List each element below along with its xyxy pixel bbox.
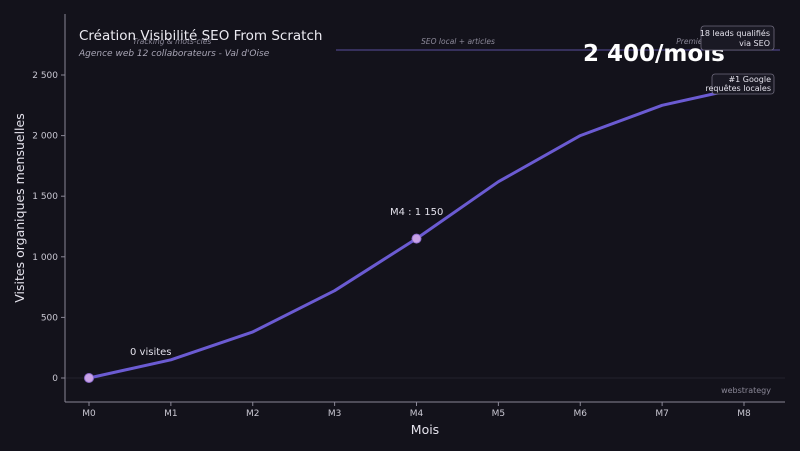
x-tick-label: M1 bbox=[164, 409, 178, 419]
google-box bbox=[711, 73, 775, 95]
y-tick-label: 1 000 bbox=[32, 253, 58, 263]
x-tick-label: M7 bbox=[655, 409, 669, 419]
x-tick-label: M6 bbox=[574, 409, 588, 419]
data-point-M4 bbox=[411, 233, 422, 244]
y-axis-ticks: 0 500 1 000 1 500 2 000 2 500 bbox=[32, 71, 65, 384]
x-tick-label: M8 bbox=[737, 409, 751, 419]
google-box-line-2: requêtes locales bbox=[705, 83, 771, 93]
phase-label-2: SEO local + articles bbox=[421, 37, 495, 46]
x-tick-label: M4 bbox=[410, 409, 424, 419]
y-axis-title: Visites organiques mensuelles bbox=[12, 113, 27, 302]
y-tick-label: 2 000 bbox=[32, 132, 58, 142]
y-tick-label: 2 500 bbox=[32, 71, 58, 81]
mid-annotation: M4 : 1 150 bbox=[390, 207, 443, 218]
x-axis-title: Mois bbox=[411, 422, 439, 437]
x-tick-label: M2 bbox=[246, 409, 260, 419]
start-annotation: 0 visites bbox=[130, 347, 172, 358]
google-box-line-1: #1 Google bbox=[728, 75, 771, 84]
y-tick-label: 1 500 bbox=[32, 192, 58, 202]
y-tick-label: 500 bbox=[41, 313, 58, 323]
x-tick-label: M5 bbox=[492, 409, 506, 419]
leads-box bbox=[700, 25, 775, 51]
chart-subtitle: Agence web 12 collaborateurs - Val d'Ois… bbox=[78, 49, 270, 59]
x-tick-label: M0 bbox=[82, 409, 96, 419]
phase-label-1: Tracking & mots-clés bbox=[133, 37, 212, 46]
leads-box-line-2: via SEO bbox=[739, 39, 770, 48]
x-axis-ticks: M0 M1 M2 M3 M4 M5 M6 M7 M8 bbox=[82, 402, 751, 419]
watermark: webstrategy bbox=[721, 386, 771, 395]
leads-box-line-1: 18 leads qualifiés bbox=[700, 28, 770, 38]
chart-title: Création Visibilité SEO From Scratch bbox=[79, 28, 322, 44]
y-tick-label: 0 bbox=[52, 374, 58, 384]
x-tick-label: M3 bbox=[328, 409, 342, 419]
data-point-M0 bbox=[84, 373, 94, 383]
